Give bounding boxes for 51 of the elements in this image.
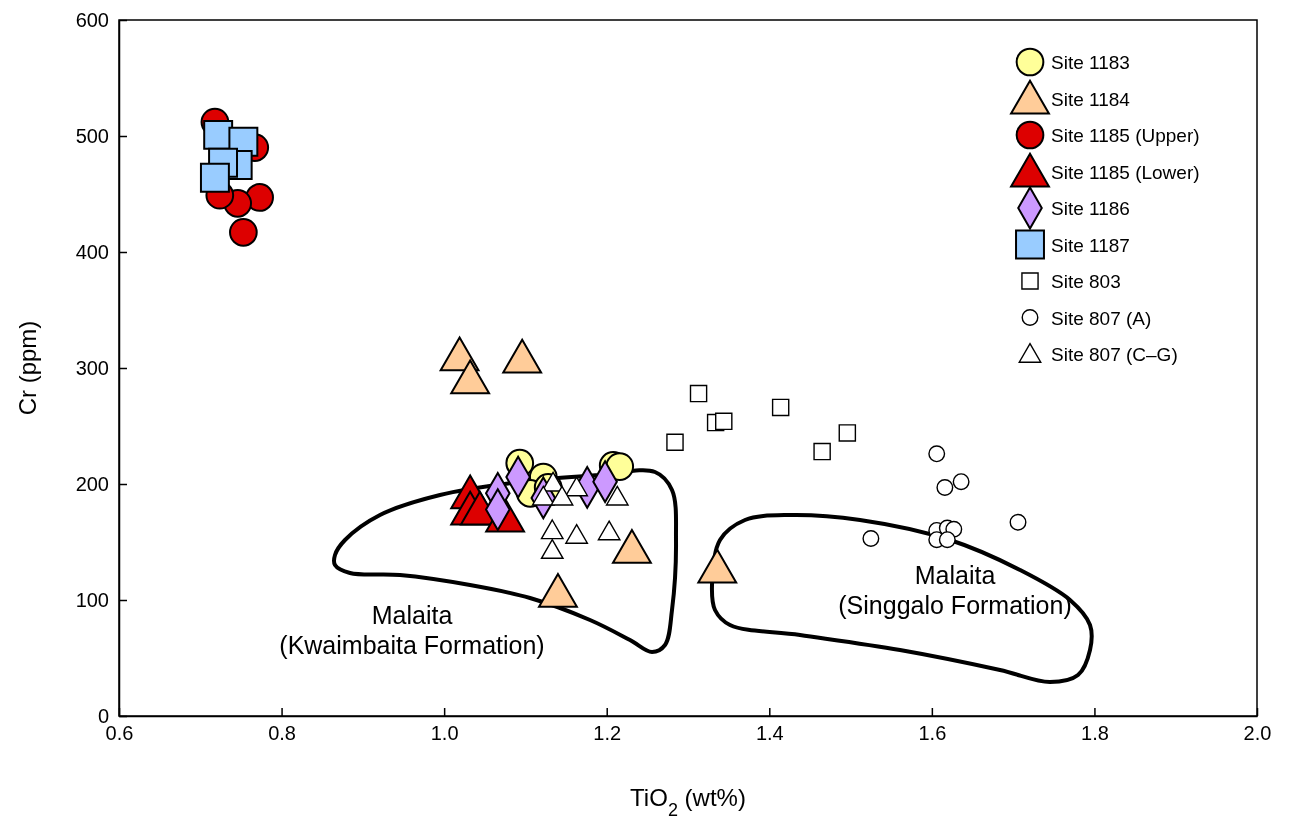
point	[771, 398, 790, 417]
point	[666, 433, 684, 451]
x-tick-label: 1.2	[593, 722, 622, 745]
legend-label: Site 1184	[1051, 88, 1131, 110]
point	[597, 520, 621, 541]
y-tick-label: 300	[75, 356, 109, 379]
legend-label: Site 1186	[1051, 198, 1130, 219]
point	[838, 424, 857, 442]
point	[611, 528, 652, 564]
x-tick-label: 1.4	[755, 722, 784, 745]
x-tick-label: 1.8	[1081, 722, 1109, 745]
legend-label: Site 1187	[1051, 234, 1130, 256]
point	[928, 445, 946, 463]
annotation: Malaita (Kwaimbaita Formation)	[279, 601, 545, 659]
point	[540, 519, 564, 540]
y-tick-label: 200	[75, 472, 109, 495]
point	[862, 530, 880, 547]
point	[952, 473, 970, 491]
x-tick-label: 0.8	[268, 722, 296, 745]
point	[565, 476, 589, 497]
point	[540, 539, 564, 560]
x-axis-title: TiO$_{2}$ (wt%)	[630, 784, 746, 816]
y-axis-title: Cr (ppm)	[14, 320, 41, 416]
point	[502, 338, 543, 374]
point	[936, 479, 954, 496]
legend-label: Site 1185 (Lower)	[1051, 161, 1200, 183]
legend-label: Site 807 (C–G)	[1051, 344, 1178, 365]
point	[229, 217, 258, 247]
y-tick-label: 100	[75, 588, 109, 611]
y-tick-label: 500	[75, 124, 109, 147]
legend-label: Site 1185 (Upper)	[1051, 125, 1200, 146]
point	[938, 531, 956, 549]
point	[1009, 513, 1027, 531]
x-tick-label: 1.0	[430, 722, 459, 745]
x-tick-label: 2.0	[1243, 722, 1272, 745]
point	[697, 548, 738, 584]
point	[538, 573, 578, 608]
y-tick-label: 600	[75, 8, 109, 31]
point	[605, 485, 629, 506]
legend-label: Site 807 (A)	[1051, 307, 1152, 329]
y-tick-label: 400	[75, 240, 109, 263]
point	[813, 442, 831, 461]
x-tick-label: 1.6	[918, 722, 947, 745]
point	[689, 384, 708, 403]
point	[550, 485, 574, 506]
annotation: Malaita (Singgalo Formation)	[838, 561, 1072, 619]
point	[450, 359, 491, 395]
legend-label: Site 803	[1051, 271, 1121, 292]
point	[199, 162, 230, 193]
point	[715, 412, 733, 431]
legend-label: Site 1183	[1051, 52, 1130, 73]
